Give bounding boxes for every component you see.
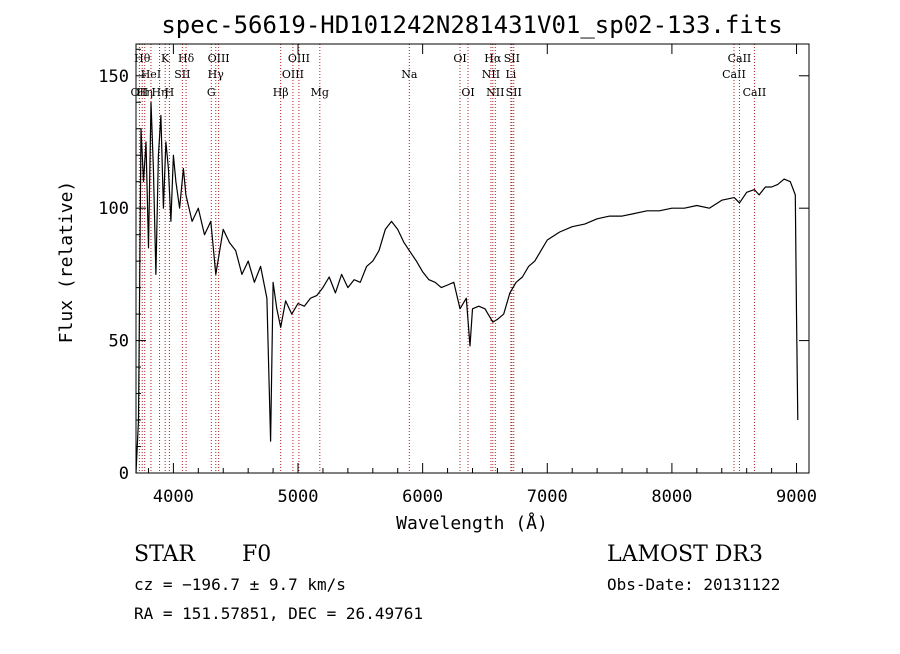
line-marker-label: Hη: [151, 86, 167, 99]
object-subclass-label: F0: [242, 542, 271, 567]
line-marker-label: Mg: [311, 86, 329, 99]
line-marker-label: SII: [506, 86, 522, 99]
spectrum-line: [135, 101, 799, 474]
line-marker-label: G: [207, 86, 216, 99]
line-marker-label: Hβ: [273, 86, 289, 99]
line-marker-label: SII: [504, 52, 520, 65]
line-marker-label: NII: [482, 68, 500, 81]
line-marker-label: NII: [486, 86, 504, 99]
line-marker-label: HeI: [141, 68, 161, 81]
x-tick-label: 6000: [402, 487, 443, 507]
y-tick-label: 100: [98, 199, 129, 219]
line-marker-label: K: [161, 52, 170, 65]
y-tick-label: 150: [98, 67, 129, 87]
line-marker-label: CaII: [722, 68, 746, 81]
survey-label: LAMOST DR3: [607, 542, 763, 567]
x-tick-label: 4000: [153, 487, 194, 507]
x-axis-label: Wavelength (Å): [396, 512, 548, 534]
x-tick-label: 8000: [651, 487, 692, 507]
line-marker-label: Hη: [137, 86, 153, 99]
object-class-label: STAR: [134, 542, 196, 567]
x-tick-label: 9000: [776, 487, 817, 507]
y-axis-label: Flux (relative): [56, 181, 77, 344]
line-marker-label: Na: [401, 68, 418, 81]
plot-frame: [135, 43, 810, 474]
y-axis-ticks: 0 50 100 150: [98, 48, 809, 484]
coordinates-text: RA = 151.57851, DEC = 26.49761: [134, 604, 423, 623]
line-marker-label: OIII: [288, 52, 310, 65]
line-marker-label: Hγ: [208, 68, 225, 81]
line-marker-label: Hδ: [178, 52, 195, 65]
x-axis-ticks: 4000 5000 6000 7000 8000 9000: [147, 44, 817, 507]
redshift-text: cz = −196.7 ± 9.7 km/s: [134, 575, 346, 594]
x-tick-label: 5000: [278, 487, 319, 507]
line-marker-label: Hα: [484, 52, 502, 65]
line-marker-label: Li: [505, 68, 516, 81]
chart-title: spec-56619-HD101242N281431V01_sp02-133.f…: [161, 11, 782, 39]
line-marker-label: OII: [131, 86, 149, 99]
line-marker-label: SII: [174, 68, 190, 81]
line-marker-label: H: [165, 86, 175, 99]
observation-date-text: Obs-Date: 20131122: [607, 575, 780, 594]
line-marker-label: OIII: [208, 52, 230, 65]
spectral-line-markers: OII Hθ Hη HeI Hη K H SII Hδ G Hγ OIII Hβ OIII OIII Mg Na…: [131, 44, 767, 473]
line-marker-label: OI: [453, 52, 466, 65]
line-marker-label: OI: [461, 86, 474, 99]
line-marker-label: CaII: [743, 86, 767, 99]
y-tick-label: 50: [109, 332, 129, 352]
line-marker-label: OIII: [282, 68, 304, 81]
line-marker-label: Hθ: [134, 52, 151, 65]
line-marker-label: CaII: [728, 52, 752, 65]
y-tick-label: 0: [119, 464, 129, 484]
x-tick-label: 7000: [527, 487, 568, 507]
spectrum-series: [135, 101, 799, 474]
